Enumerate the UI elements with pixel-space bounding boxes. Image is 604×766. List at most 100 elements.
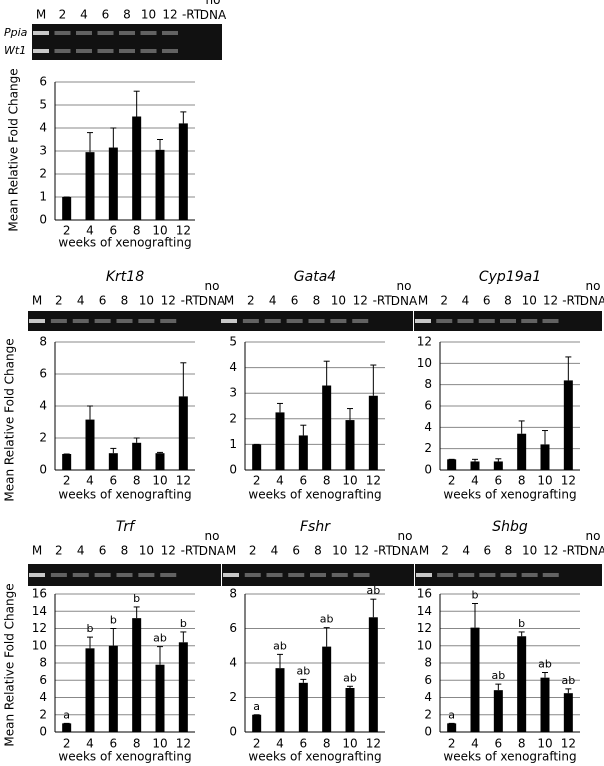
bar (178, 123, 188, 220)
x-tick-label: 2 (448, 474, 456, 488)
gel-band (521, 573, 538, 577)
y-tick-label: 6 (229, 621, 237, 635)
lane-label: 6 (291, 294, 299, 308)
bar (108, 453, 118, 470)
x-tick-label: 8 (133, 224, 141, 238)
bar (447, 723, 457, 732)
gel-band (29, 573, 45, 577)
significance-letter: a (448, 708, 455, 721)
bar (368, 617, 378, 732)
x-tick-label: 2 (63, 474, 71, 488)
lane-label: -RT (181, 294, 201, 308)
y-tick-label: 0 (424, 725, 432, 739)
lane-label: 4 (77, 544, 85, 558)
x-tick-label: 8 (133, 737, 141, 751)
lane-label: 6 (99, 294, 107, 308)
x-tick-label: 8 (518, 737, 526, 751)
y-tick-label: 4 (39, 399, 47, 413)
gel-band (116, 573, 133, 577)
gel-band (54, 49, 71, 53)
bar (178, 396, 188, 470)
lane-label: 6 (102, 8, 110, 22)
y-tick-label: 3 (229, 386, 237, 400)
y-tick-label: 4 (424, 690, 432, 704)
gel-band (353, 573, 370, 577)
bar (155, 664, 165, 732)
gel-band (521, 319, 538, 323)
x-tick-label: 4 (86, 737, 94, 751)
gel-band (223, 573, 239, 577)
x-tick-label: 4 (86, 474, 94, 488)
gel-band (415, 319, 431, 323)
bar (155, 149, 165, 220)
bar (563, 693, 573, 732)
y-tick-label: 0 (39, 463, 47, 477)
significance-letter: b (180, 617, 187, 630)
lane-label: 6 (292, 544, 300, 558)
x-tick-label: 6 (110, 474, 118, 488)
y-tick-label: 2 (229, 690, 237, 704)
lane-label: 8 (313, 294, 321, 308)
x-tick-label: 6 (495, 737, 503, 751)
lane-label: 8 (314, 544, 322, 558)
bar (108, 645, 118, 732)
lane-label: M (419, 544, 429, 558)
bar (85, 648, 95, 732)
lane-label: 12 (161, 544, 176, 558)
lane-label: 12 (162, 8, 177, 22)
gel-band (479, 573, 496, 577)
gel-band (266, 573, 283, 577)
y-tick-label: 1 (229, 437, 237, 451)
chart-title: Fshr (300, 519, 331, 535)
x-tick-label: 12 (176, 224, 191, 238)
x-tick-label: 12 (561, 474, 576, 488)
y-tick-label: 6 (424, 673, 432, 687)
lane-label: 12 (161, 294, 176, 308)
y-tick-label: 4 (229, 360, 237, 374)
y-tick-label: 8 (424, 656, 432, 670)
y-tick-label: 10 (417, 638, 432, 652)
y-tick-label: 8 (39, 656, 47, 670)
gel-band (416, 573, 432, 577)
gel-band (54, 31, 71, 35)
lane-label: 10 (522, 544, 537, 558)
y-tick-label: 6 (424, 399, 432, 413)
y-axis-label: Mean Relative Fold Change (3, 338, 17, 501)
lane-label: 8 (505, 544, 513, 558)
x-tick-label: 10 (152, 474, 167, 488)
gel-band (352, 319, 369, 323)
significance-letter: ab (273, 639, 287, 652)
lane-label: 12 (354, 544, 369, 558)
bar (132, 618, 142, 732)
lane-label: 2 (59, 8, 67, 22)
y-tick-label: 6 (39, 367, 47, 381)
lane-label: 2 (441, 544, 449, 558)
x-tick-label: 12 (366, 474, 381, 488)
gel-band (94, 319, 111, 323)
lane-label: 2 (440, 294, 448, 308)
x-tick-label: 8 (133, 474, 141, 488)
y-tick-label: 5 (229, 335, 237, 349)
y-tick-label: 0 (39, 213, 47, 227)
bar (345, 688, 355, 732)
y-tick-label: 8 (424, 377, 432, 391)
x-tick-label: 2 (63, 737, 71, 751)
gel-band (119, 31, 135, 35)
x-tick-label: 2 (63, 224, 71, 238)
y-tick-label: 0 (229, 725, 237, 739)
y-tick-label: 2 (229, 411, 237, 425)
lane-label: M (36, 8, 46, 22)
lane-label: 12 (353, 294, 368, 308)
lane-label: 10 (332, 544, 347, 558)
chart-title: Krt18 (106, 269, 144, 285)
bar (132, 442, 142, 470)
gel-band (500, 573, 517, 577)
y-tick-label: 14 (32, 604, 47, 618)
x-tick-label: 8 (518, 474, 526, 488)
